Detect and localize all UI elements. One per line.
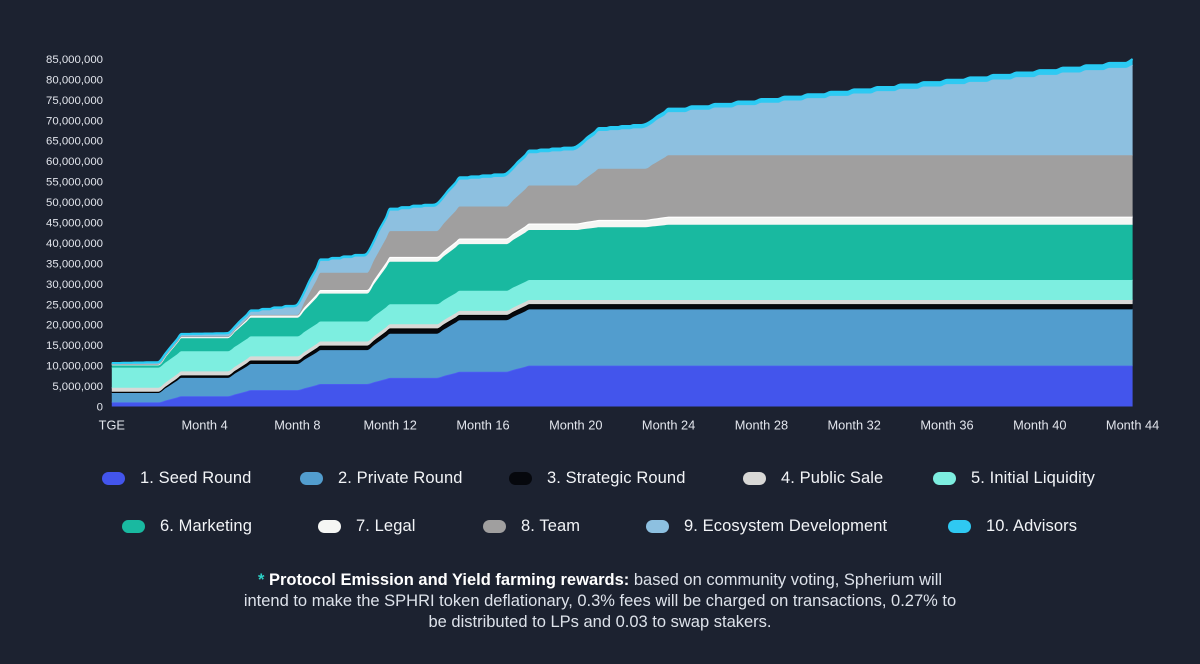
legend-label-10: 10. Advisors xyxy=(986,516,1078,535)
x-tick-label: Month 24 xyxy=(642,418,695,433)
area-6 xyxy=(111,224,1133,368)
legend-label-9: 9. Ecosystem Development xyxy=(684,516,888,535)
legend-label-7: 7. Legal xyxy=(356,516,416,535)
legend-label-2: 2. Private Round xyxy=(338,468,463,487)
legend-swatch-2 xyxy=(300,471,323,485)
y-tick-label: 0 xyxy=(97,402,103,414)
x-tick-label: Month 44 xyxy=(1106,418,1159,433)
footnote-asterisk-icon: * xyxy=(257,571,265,589)
area-9 xyxy=(111,64,1133,365)
legend-item-1: 1. Seed Round xyxy=(102,467,251,489)
legend-item-2: 2. Private Round xyxy=(300,467,463,489)
y-tick-label: 60,000,000 xyxy=(46,156,103,168)
area-4 xyxy=(111,299,1133,392)
y-tick-label: 40,000,000 xyxy=(46,238,103,250)
legend-item-10: 10. Advisors xyxy=(948,515,1077,537)
legend-swatch-6 xyxy=(122,519,145,533)
x-tick-label: TGE xyxy=(99,418,125,433)
y-tick-label: 75,000,000 xyxy=(46,95,103,107)
legend-swatch-7 xyxy=(318,519,341,533)
x-tick-label: Month 8 xyxy=(274,418,320,433)
legend-swatch-9 xyxy=(646,519,669,533)
legend-item-6: 6. Marketing xyxy=(122,515,252,537)
area-top-line-10 xyxy=(111,58,1134,365)
y-tick-label: 85,000,000 xyxy=(46,54,103,66)
legend-label-3: 3. Strategic Round xyxy=(547,468,686,487)
x-tick-label: Month 40 xyxy=(1013,418,1066,433)
footnote-body-text: based on community voting, Spherium will… xyxy=(243,571,957,631)
y-tick-label: 65,000,000 xyxy=(46,136,103,148)
area-5 xyxy=(111,279,1133,388)
y-tick-label: 55,000,000 xyxy=(46,177,103,189)
legend-swatch-10 xyxy=(948,519,971,533)
y-tick-label: 80,000,000 xyxy=(46,74,103,86)
legend-label-1: 1. Seed Round xyxy=(140,468,252,487)
legend-label-8: 8. Team xyxy=(521,516,581,535)
y-tick-label: 15,000,000 xyxy=(46,340,103,352)
y-tick-label: 20,000,000 xyxy=(46,320,103,332)
legend-item-9: 9. Ecosystem Development xyxy=(646,515,887,537)
legend-item-8: 8. Team xyxy=(483,515,580,537)
y-tick-label: 5,000,000 xyxy=(52,381,103,393)
x-tick-label: Month 4 xyxy=(181,418,227,433)
x-tick-label: Month 20 xyxy=(549,418,602,433)
legend-swatch-3 xyxy=(509,471,532,485)
footnote-bold-text: Protocol Emission and Yield farming rewa… xyxy=(264,571,630,589)
x-axis-labels: TGE Month 4 Month 8 Month 12 Month 16 Month 2… xyxy=(99,418,1160,433)
legend-item-5: 5. Initial Liquidity xyxy=(933,467,1095,489)
chart-areas xyxy=(111,58,1134,407)
legend-swatch-8 xyxy=(483,519,506,533)
y-tick-label: 30,000,000 xyxy=(46,279,103,291)
y-tick-label: 35,000,000 xyxy=(46,258,103,270)
stacked-area-chart: 0 5,000,000 10,000,000 15,000,000 20,000,000… xyxy=(46,54,1160,433)
area-8 xyxy=(111,155,1133,365)
x-tick-label: Month 12 xyxy=(364,418,417,433)
area-2 xyxy=(111,309,1133,403)
legend-swatch-5 xyxy=(933,471,956,485)
chart-footnote: * Protocol Emission and Yield farming re… xyxy=(243,570,957,633)
x-tick-label: Month 28 xyxy=(735,418,788,433)
legend-label-5: 5. Initial Liquidity xyxy=(971,468,1095,487)
legend-item-3: 3. Strategic Round xyxy=(509,467,685,489)
legend-label-4: 4. Public Sale xyxy=(781,468,884,487)
legend-item-7: 7. Legal xyxy=(318,515,416,537)
area-1 xyxy=(111,365,1133,407)
x-tick-label: Month 16 xyxy=(456,418,509,433)
legend-label-6: 6. Marketing xyxy=(160,516,252,535)
y-tick-label: 45,000,000 xyxy=(46,217,103,229)
y-tick-label: 70,000,000 xyxy=(46,115,103,127)
y-axis-labels: 0 5,000,000 10,000,000 15,000,000 20,000,000… xyxy=(46,54,103,414)
legend-swatch-4 xyxy=(743,471,766,485)
x-tick-label: Month 36 xyxy=(920,418,973,433)
y-tick-label: 10,000,000 xyxy=(46,361,103,373)
legend-item-4: 4. Public Sale xyxy=(743,467,883,489)
legend-swatch-1 xyxy=(102,471,125,485)
y-tick-label: 50,000,000 xyxy=(46,197,103,209)
y-tick-label: 25,000,000 xyxy=(46,299,103,311)
x-tick-label: Month 32 xyxy=(828,418,881,433)
